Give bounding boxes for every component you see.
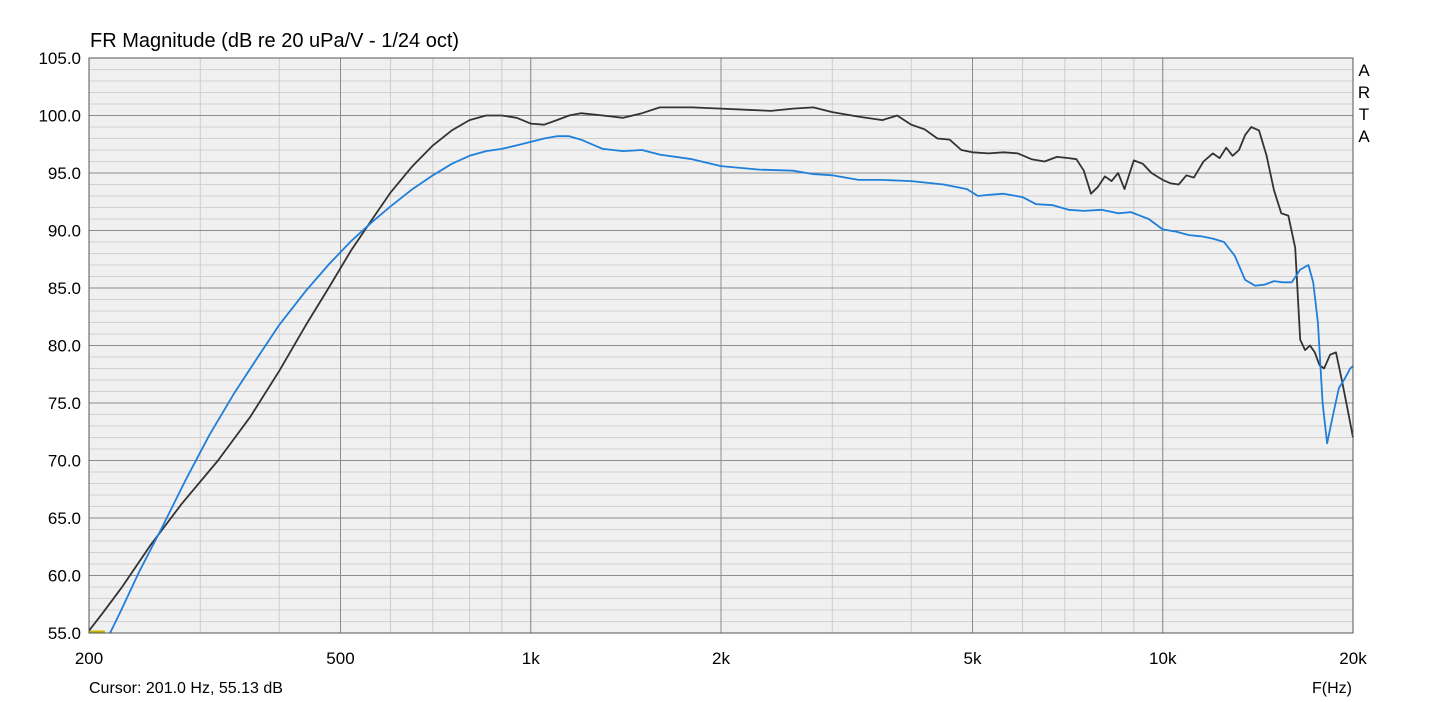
x-tick-label: 500: [326, 649, 354, 668]
y-tick-label: 105.0: [38, 49, 81, 68]
x-axis-label: F(Hz): [1312, 680, 1352, 697]
y-tick-label: 65.0: [48, 509, 81, 528]
series-layer: [88, 106, 1354, 634]
chart-title: FR Magnitude (dB re 20 uPa/V - 1/24 oct): [90, 30, 459, 52]
y-tick-label: 90.0: [48, 222, 81, 241]
y-tick-label: 100.0: [38, 107, 81, 126]
x-tick-label: 200: [75, 649, 103, 668]
watermark-letter: A: [1358, 127, 1370, 146]
y-tick-label: 75.0: [48, 394, 81, 413]
y-axis-tick-labels: 105.0 100.0 95.0 90.0 85.0 80.0 75.0 70.0 65.0 60…: [38, 49, 81, 643]
cursor-readout: Cursor: 201.0 Hz, 55.13 dB: [89, 680, 283, 697]
x-tick-label: 2k: [712, 649, 730, 668]
x-tick-label: 5k: [964, 649, 982, 668]
x-tick-label: 1k: [522, 649, 540, 668]
watermark-letter: R: [1358, 83, 1370, 102]
y-tick-label: 70.0: [48, 452, 81, 471]
x-axis-tick-labels: 200 500 1k 2k 5k 10k 20k: [75, 649, 1367, 668]
x-tick-label: 10k: [1149, 649, 1177, 668]
y-tick-label: 60.0: [48, 567, 81, 586]
series-line-1: [88, 106, 1354, 632]
y-tick-label: 80.0: [48, 337, 81, 356]
plot-frame: [88, 57, 1354, 634]
watermark-letter: A: [1358, 61, 1370, 80]
x-tick-label: 20k: [1339, 649, 1367, 668]
y-tick-label: 85.0: [48, 279, 81, 298]
y-tick-label: 55.0: [48, 624, 81, 643]
y-tick-label: 95.0: [48, 164, 81, 183]
series-line-2: [109, 135, 1354, 634]
watermark-letter: T: [1359, 105, 1369, 124]
